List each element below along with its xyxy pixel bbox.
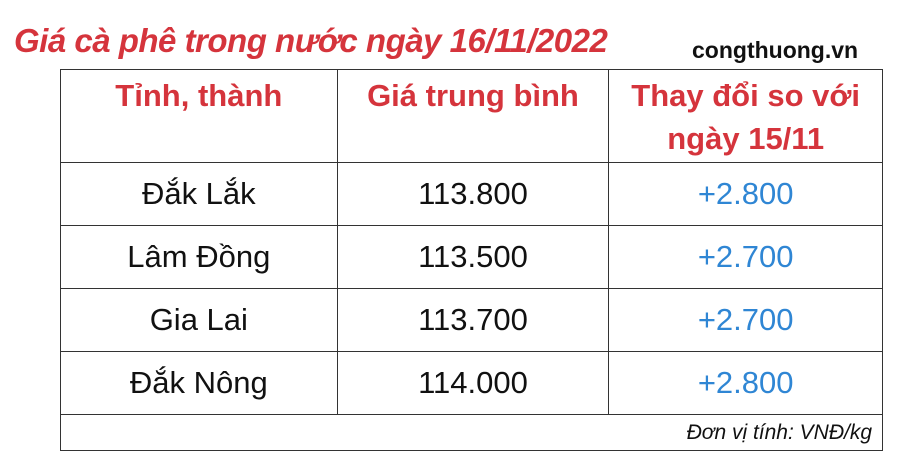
change-cell: +2.800: [608, 351, 883, 415]
table-row: Đắk Nông 114.000 +2.800: [60, 351, 883, 415]
table-row: Lâm Đồng 113.500 +2.700: [60, 225, 883, 289]
header-change: Thay đổi so với ngày 15/11: [608, 69, 883, 163]
price-cell: 113.700: [336, 288, 610, 352]
price-cell: 114.000: [336, 351, 610, 415]
source-label: congthuong.vn: [692, 37, 859, 63]
header-price: Giá trung bình: [336, 69, 610, 163]
table-row: Đắk Lắk 113.800 +2.800: [60, 162, 883, 226]
province-cell: Lâm Đồng: [60, 225, 338, 289]
price-cell: 113.800: [336, 162, 610, 226]
change-cell: +2.800: [608, 162, 883, 226]
province-cell: Gia Lai: [60, 288, 338, 352]
unit-note: Đơn vị tính: VNĐ/kg: [60, 414, 883, 451]
price-cell: 113.500: [336, 225, 610, 289]
change-cell: +2.700: [608, 225, 883, 289]
header-province: Tỉnh, thành: [60, 69, 338, 163]
province-cell: Đắk Nông: [60, 351, 338, 415]
province-cell: Đắk Lắk: [60, 162, 338, 226]
page-title: Giá cà phê trong nước ngày 16/11/2022: [14, 22, 608, 59]
header-row: Tỉnh, thành Giá trung bình Thay đổi so v…: [60, 69, 883, 163]
footer-row: Đơn vị tính: VNĐ/kg: [60, 414, 883, 451]
table-row: Gia Lai 113.700 +2.700: [60, 288, 883, 352]
change-cell: +2.700: [608, 288, 883, 352]
coffee-price-table: Tỉnh, thành Giá trung bình Thay đổi so v…: [60, 69, 883, 451]
